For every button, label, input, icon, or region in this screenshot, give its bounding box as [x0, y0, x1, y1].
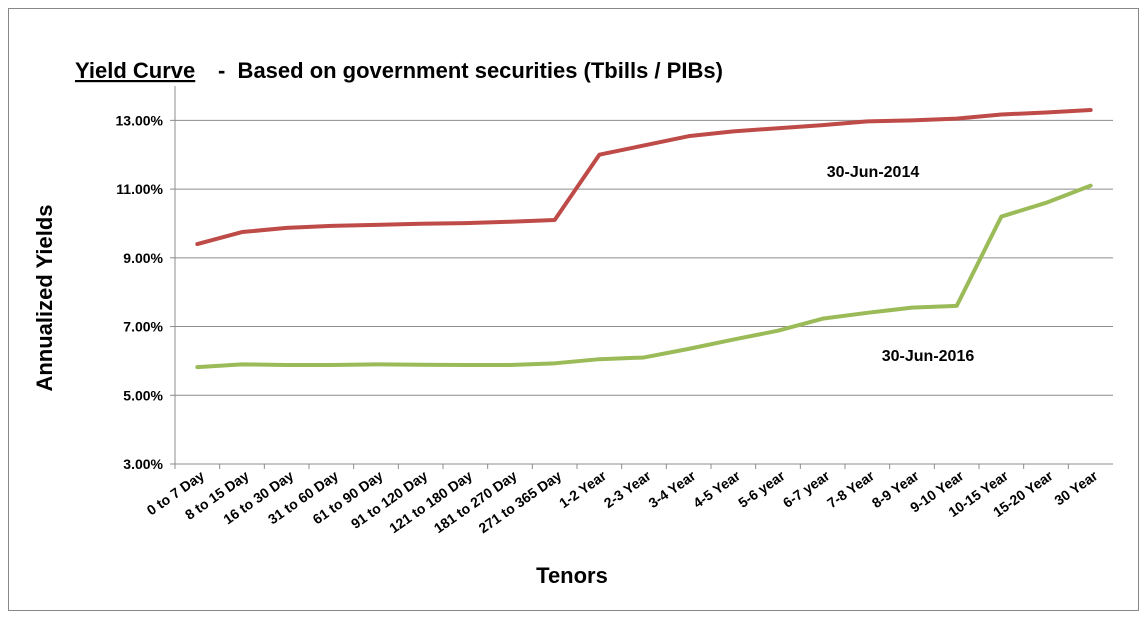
y-tick-label: 7.00% — [123, 319, 163, 335]
y-tick-label: 13.00% — [116, 112, 164, 128]
series-label: 30-Jun-2014 — [827, 164, 920, 181]
series-label: 30-Jun-2016 — [882, 348, 975, 365]
line-series — [195, 183, 1093, 370]
y-tick-label: 5.00% — [123, 387, 163, 403]
x-axis-label: Tenors — [536, 563, 608, 588]
chart-subtitle: - Based on government securities (Tbills… — [218, 58, 723, 83]
y-axis-label: Annualized Yields — [32, 204, 57, 391]
y-tick-label: 3.00% — [123, 456, 163, 472]
y-tick-label: 11.00% — [116, 181, 163, 197]
chart-title: Yield Curve — [75, 58, 195, 83]
chart-border — [8, 8, 1139, 611]
y-tick-label: 9.00% — [123, 250, 163, 266]
line-series — [195, 108, 1093, 247]
